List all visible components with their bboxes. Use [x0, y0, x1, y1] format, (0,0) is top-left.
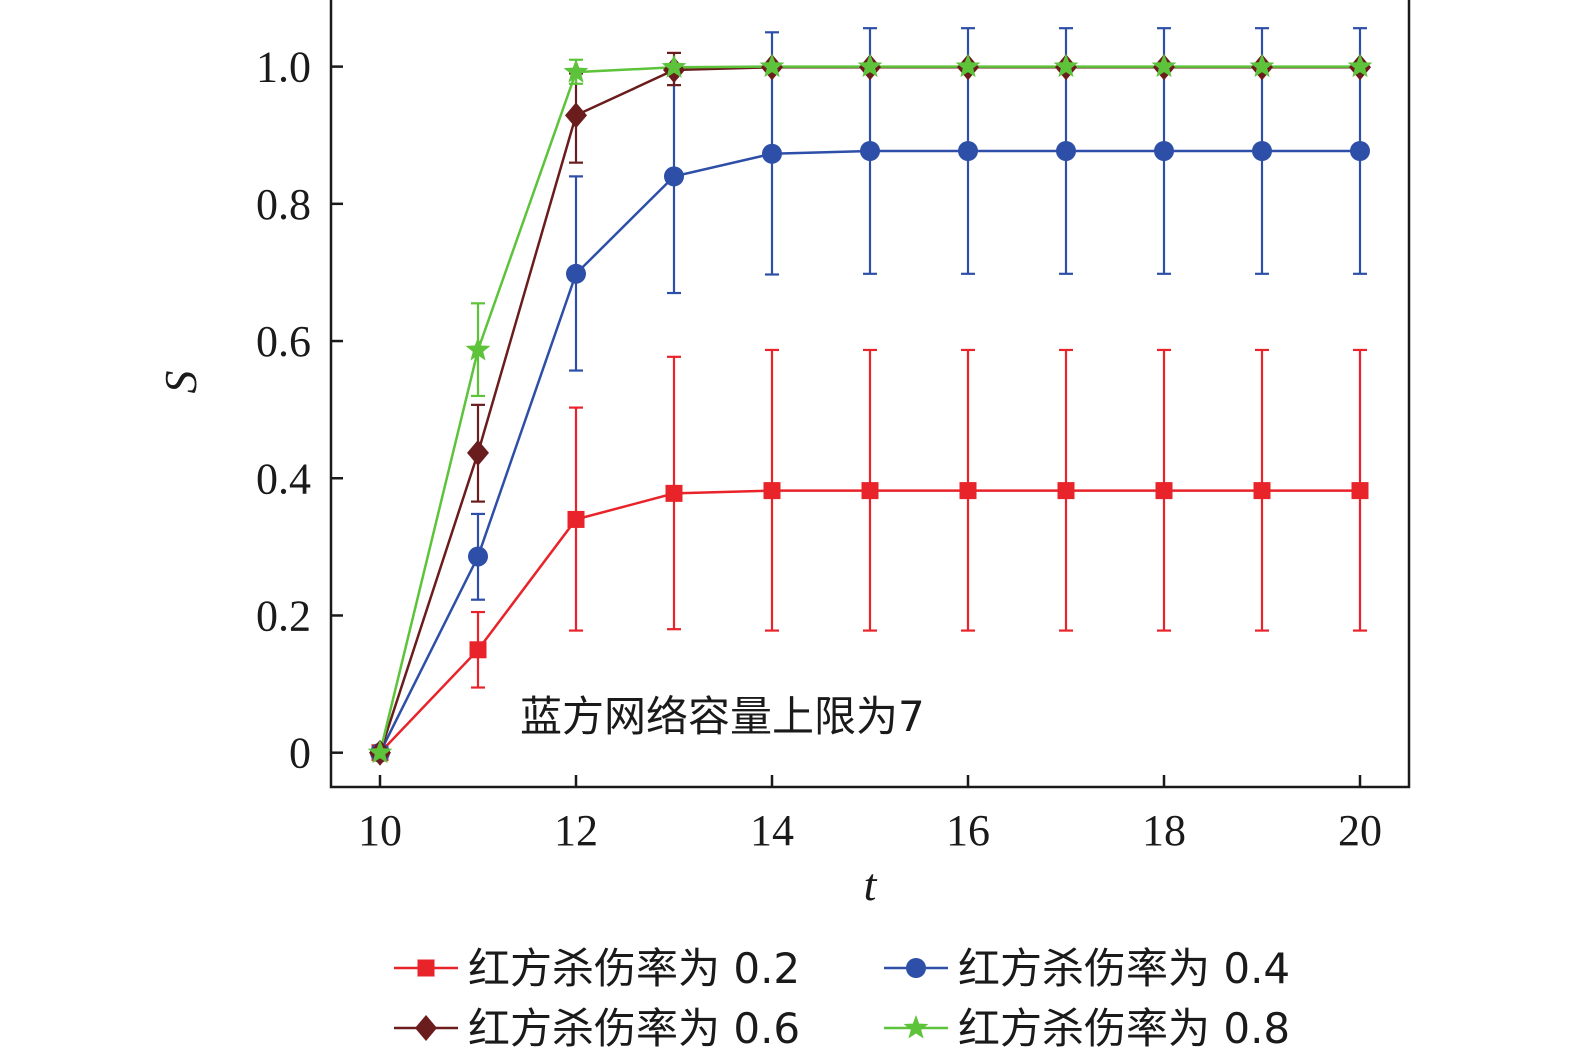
legend-swatch-marker — [417, 959, 435, 977]
data-point-series-2 — [762, 143, 782, 164]
legend-item-3: 红方杀伤率为 0.6 — [394, 1004, 800, 1053]
y-tick-label: 0.8 — [256, 180, 311, 229]
x-axis-title: t — [864, 859, 878, 910]
legend-label: 红方杀伤率为 0.6 — [468, 1004, 800, 1053]
data-point-series-1 — [567, 510, 585, 528]
legend: 红方杀伤率为 0.2 红方杀伤率为 0.4 红方杀伤率为 0.6 红方杀伤率为 0.8 — [394, 944, 1290, 1053]
y-tick-label: 0.6 — [256, 317, 311, 366]
legend-item-4: 红方杀伤率为 0.8 — [884, 1004, 1290, 1053]
data-point-series-1 — [763, 482, 781, 500]
legend-swatch-marker — [906, 958, 926, 978]
data-point-series-4 — [1249, 53, 1275, 78]
data-point-series-3 — [565, 102, 587, 129]
x-tick-label: 14 — [750, 806, 794, 855]
data-point-series-4 — [955, 53, 981, 78]
data-point-series-1 — [665, 484, 683, 502]
data-point-series-4 — [1053, 53, 1079, 78]
legend-label: 红方杀伤率为 0.4 — [958, 944, 1290, 993]
y-tick-label: 0.4 — [256, 454, 311, 503]
x-axis: 10 12 14 16 18 20 — [358, 775, 1382, 855]
data-point-series-1 — [1351, 482, 1369, 500]
series-markers — [367, 53, 1373, 766]
legend-label: 红方杀伤率为 0.8 — [958, 1004, 1290, 1053]
data-point-series-2 — [860, 140, 880, 161]
data-point-series-2 — [1252, 140, 1272, 161]
data-point-series-4 — [857, 53, 883, 78]
data-point-series-1 — [959, 482, 977, 500]
data-point-series-4 — [1151, 53, 1177, 78]
data-point-series-2 — [468, 546, 488, 567]
legend-swatch-marker — [903, 1015, 929, 1039]
data-point-series-1 — [861, 482, 879, 500]
legend-item-1: 红方杀伤率为 0.2 — [394, 944, 800, 993]
data-point-series-2 — [958, 140, 978, 161]
legend-label: 红方杀伤率为 0.2 — [468, 944, 800, 993]
data-point-series-4 — [661, 54, 687, 78]
data-point-series-1 — [1057, 482, 1075, 500]
data-point-series-2 — [1350, 140, 1370, 161]
x-tick-label: 10 — [358, 806, 402, 855]
data-point-series-2 — [1154, 140, 1174, 161]
y-tick-label: 0 — [289, 729, 311, 778]
x-tick-label: 18 — [1142, 806, 1186, 855]
data-point-series-3 — [467, 439, 489, 466]
y-axis-title: S — [155, 371, 206, 394]
chart-annotation: 蓝方网络容量上限为7 — [520, 692, 925, 741]
data-point-series-4 — [367, 739, 393, 764]
x-tick-label: 16 — [946, 806, 990, 855]
x-tick-label: 20 — [1338, 806, 1382, 855]
data-point-series-4 — [759, 53, 785, 78]
data-point-series-1 — [469, 641, 487, 659]
data-point-series-4 — [465, 337, 491, 361]
data-point-series-2 — [566, 263, 586, 284]
data-point-series-1 — [1155, 482, 1173, 500]
y-tick-label: 1.0 — [256, 43, 311, 92]
data-point-series-1 — [1253, 482, 1271, 500]
legend-swatch-marker — [415, 1015, 437, 1041]
data-point-series-2 — [1056, 140, 1076, 161]
y-axis: 0 0.2 0.4 0.6 0.8 1.0 — [256, 43, 343, 778]
data-point-series-4 — [563, 59, 589, 83]
data-point-series-2 — [664, 166, 684, 187]
x-tick-label: 12 — [554, 806, 598, 855]
y-tick-label: 0.2 — [256, 591, 311, 640]
data-point-series-4 — [1347, 53, 1373, 78]
legend-item-2: 红方杀伤率为 0.4 — [884, 944, 1290, 993]
error-bars — [471, 27, 1367, 689]
plot-area-frame — [329, 0, 1411, 789]
